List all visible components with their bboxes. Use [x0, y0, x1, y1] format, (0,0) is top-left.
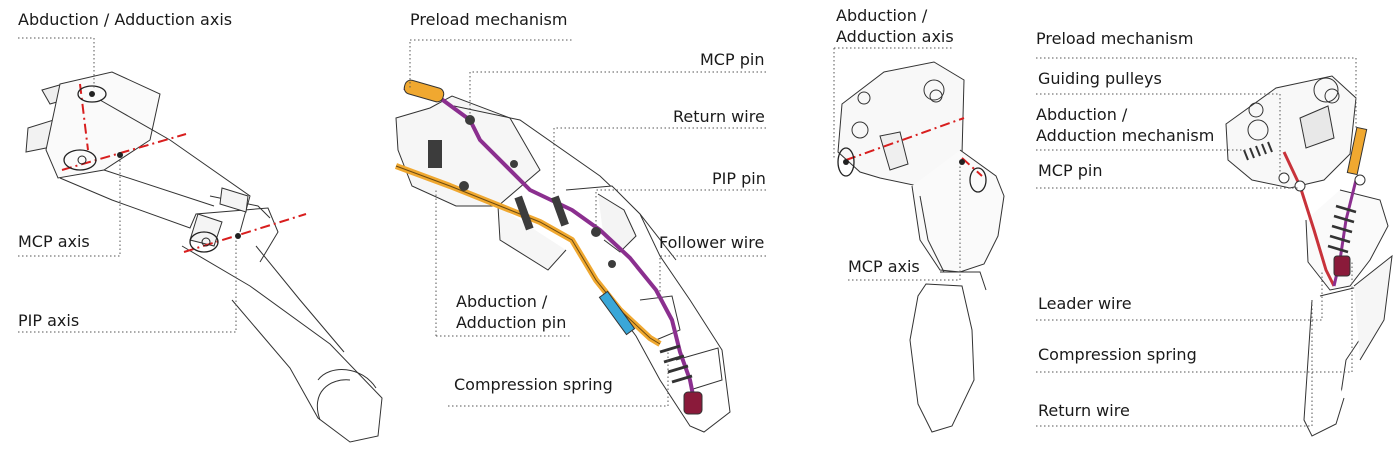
- leader-lines: [18, 37, 1357, 427]
- rotation-arrows-1: [63, 85, 219, 253]
- label-pip-pin-2: PIP pin: [712, 169, 766, 188]
- compression-spring-4: [1327, 204, 1357, 254]
- wire-anchor: [683, 391, 703, 415]
- follower-wire-outline: [395, 165, 661, 345]
- rotation-arrows-3: [837, 147, 987, 193]
- label-compression-spring-4: Compression spring: [1038, 345, 1197, 364]
- thumb-axes-drawing: [837, 61, 1005, 433]
- label-abduction-axis-1: Abduction / Adduction axis: [18, 10, 233, 29]
- label-preload-mechanism-2: Preload mechanism: [410, 10, 568, 29]
- label-pip-axis-1: PIP axis: [18, 311, 80, 330]
- label-mcp-axis-1: MCP axis: [18, 232, 90, 251]
- label-compression-spring-2: Compression spring: [454, 375, 613, 394]
- label-abduction-mechanism-4: Abduction / Adduction mechanism: [1036, 105, 1215, 145]
- label-guiding-pulleys-4: Guiding pulleys: [1038, 69, 1162, 88]
- pins-2: [428, 115, 616, 268]
- spring-cover: [598, 290, 636, 336]
- label-abduction-pin-2: Abduction / Adduction pin: [456, 292, 567, 332]
- label-leader-wire-4: Leader wire: [1038, 294, 1132, 313]
- label-follower-wire-2: Follower wire: [659, 233, 765, 252]
- finger-axes-drawing: [25, 71, 383, 443]
- preload-cylinder-4: [1346, 126, 1368, 176]
- label-return-wire-4: Return wire: [1038, 401, 1130, 420]
- thumb-mechanism-drawing: [1225, 75, 1393, 437]
- abduction-spring-4: [1243, 141, 1273, 161]
- label-abduction-axis-3: Abduction / Adduction axis: [836, 6, 954, 46]
- leader-wire-path-4: [1282, 151, 1336, 287]
- wire-anchor-4: [1333, 255, 1351, 277]
- axis-lines-3: [845, 117, 983, 177]
- axis-dots-1: [77, 91, 241, 247]
- label-mcp-pin-4: MCP pin: [1038, 161, 1103, 180]
- preload-cylinder: [403, 79, 445, 103]
- axis-dots-3: [843, 159, 965, 165]
- label-preload-mechanism-4: Preload mechanism: [1036, 29, 1194, 48]
- label-mcp-pin-2: MCP pin: [700, 50, 765, 69]
- label-return-wire-2: Return wire: [673, 107, 765, 126]
- label-mcp-axis-3: MCP axis: [848, 257, 920, 276]
- compression-spring-2: [659, 344, 693, 384]
